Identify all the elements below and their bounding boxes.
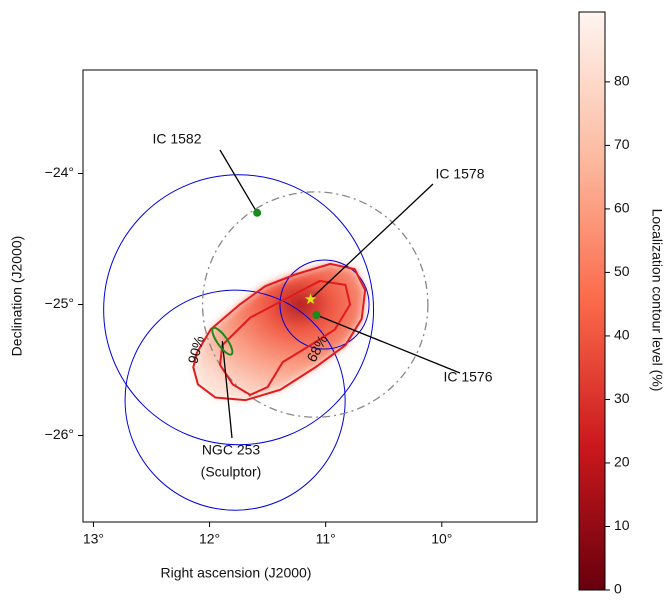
y-tick-label: −25° <box>45 295 74 311</box>
source-label: NGC 253 <box>202 442 261 458</box>
colorbar-tick-label: 20 <box>614 454 630 470</box>
contour-line <box>192 262 367 402</box>
colorbar-tick-label: 60 <box>614 200 630 216</box>
localization-circle <box>201 191 429 418</box>
annotation-line <box>316 314 461 374</box>
plot-area <box>103 174 429 511</box>
colorbar-tick-label: 30 <box>614 390 630 406</box>
plot-frame <box>82 69 538 523</box>
source-label: IC 1582 <box>152 131 201 147</box>
localization-circle <box>279 259 370 350</box>
x-tick-label: 13° <box>83 531 104 547</box>
annotation-line <box>219 149 258 214</box>
colorbar <box>578 11 606 591</box>
colorbar-tick-label: 0 <box>614 581 622 597</box>
localization-circle <box>124 289 346 511</box>
localization-circle <box>103 174 375 446</box>
y-axis-label: Declination (J2000) <box>9 236 25 357</box>
source-marker <box>304 292 318 305</box>
x-tick-label: 11° <box>316 531 336 547</box>
source-marker <box>312 310 321 319</box>
x-tick-label: 12° <box>199 531 220 547</box>
annotation-line <box>310 183 434 300</box>
source-label: IC 1578 <box>435 166 484 182</box>
colorbar-tick-label: 80 <box>614 73 630 89</box>
y-tick-label: −24° <box>45 164 74 180</box>
colorbar-label: Localization contour level (%) <box>649 209 665 392</box>
y-tick-label: −26° <box>45 426 74 442</box>
contour-label: 90% <box>184 334 207 365</box>
source-alias: (Sculptor) <box>201 464 262 480</box>
colorbar-tick-label: 50 <box>614 263 630 279</box>
x-tick-label: 10° <box>431 531 452 547</box>
colorbar-tick-label: 70 <box>614 136 630 152</box>
x-axis-label: Right ascension (J2000) <box>161 565 312 581</box>
source-label: IC 1576 <box>443 369 492 385</box>
colorbar-tick-label: 40 <box>614 327 630 343</box>
heatmap <box>193 263 366 401</box>
colorbar-tick-label: 10 <box>614 517 630 533</box>
annotation-line <box>221 341 233 439</box>
source-marker <box>211 326 234 356</box>
source-marker <box>253 208 262 217</box>
contour-line <box>218 279 352 397</box>
